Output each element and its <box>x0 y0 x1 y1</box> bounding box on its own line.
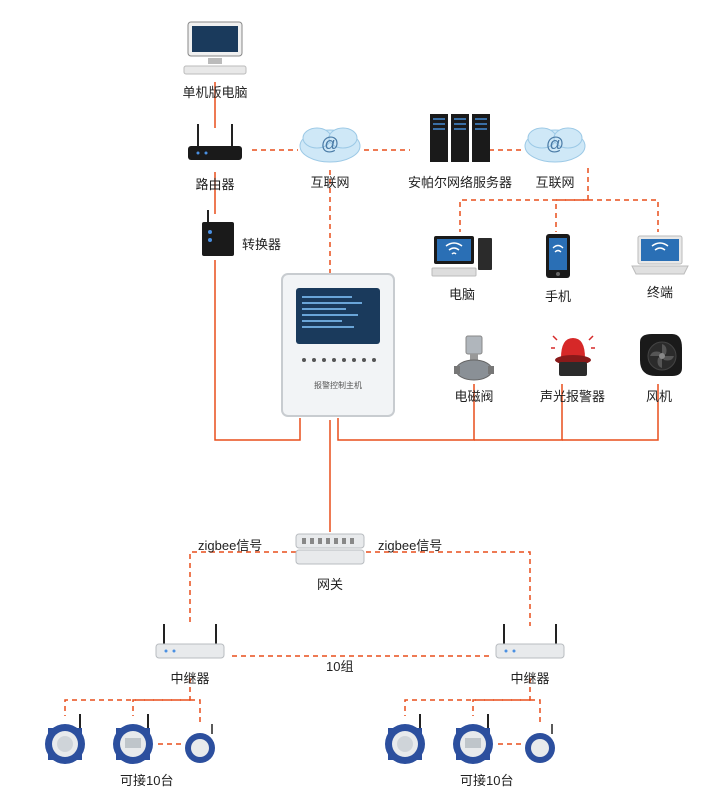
phone-icon <box>540 230 576 282</box>
router: 路由器 <box>180 120 250 193</box>
sensor-r1 <box>380 712 430 768</box>
valve-icon <box>450 330 498 382</box>
monitor-icon <box>180 18 250 78</box>
sensor-icon <box>448 712 498 768</box>
valve-label: 电磁阀 <box>454 386 493 405</box>
repeater-left-label: 中继器 <box>170 668 209 687</box>
internet-1: @ 互联网 <box>295 120 365 191</box>
alarm-label: 声光报警器 <box>540 386 605 405</box>
alarm-icon <box>549 330 597 382</box>
cloud-icon: @ <box>520 120 590 168</box>
svg-text:报警控制主机: 报警控制主机 <box>314 380 362 390</box>
internet-2: @ 互联网 <box>520 120 590 191</box>
converter: 转换器 <box>198 208 238 260</box>
sensor-l1 <box>40 712 90 768</box>
server-icon <box>424 108 496 168</box>
sensor-r2 <box>448 712 498 768</box>
sensor-r3 <box>520 722 560 766</box>
svg-text:@: @ <box>321 134 339 154</box>
sensor-small-icon <box>180 722 220 766</box>
fan-icon <box>632 330 686 382</box>
sensor-icon <box>380 712 430 768</box>
repeater-left: 中继器 <box>150 620 230 687</box>
phone-label: 手机 <box>545 286 571 305</box>
sensor-small-icon <box>520 722 560 766</box>
server: 安帕尔网络服务器 <box>408 108 512 191</box>
fan: 风机 <box>632 330 686 405</box>
router-icon <box>180 120 250 170</box>
internet-1-label: 互联网 <box>310 172 349 191</box>
gateway: 网关 <box>290 530 370 593</box>
zigbee-right-label: zigbee信号 <box>378 535 442 554</box>
server-label: 安帕尔网络服务器 <box>408 172 512 191</box>
cloud-icon: @ <box>295 120 365 168</box>
repeater-icon <box>490 620 570 664</box>
pc-standalone: 单机版电脑 <box>180 18 250 101</box>
capacity-left-label: 可接10台 <box>120 770 173 789</box>
sensor-l2 <box>108 712 158 768</box>
capacity-right-label: 可接10台 <box>460 770 513 789</box>
converter-label: 转换器 <box>242 234 281 253</box>
internet-2-label: 互联网 <box>535 172 574 191</box>
phone: 手机 <box>540 230 576 305</box>
sensor-l3 <box>180 722 220 766</box>
router-label: 路由器 <box>195 174 234 193</box>
svg-text:@: @ <box>546 134 564 154</box>
sensor-icon <box>108 712 158 768</box>
repeater-right: 中继器 <box>490 620 570 687</box>
converter-icon <box>198 208 238 260</box>
pc-label: 电脑 <box>449 284 475 303</box>
terminal-label: 终端 <box>647 282 673 301</box>
groups-label: 10组 <box>326 656 353 675</box>
valve: 电磁阀 <box>450 330 498 405</box>
pc-icon <box>430 230 494 280</box>
zigbee-left-label: zigbee信号 <box>198 535 262 554</box>
fan-label: 风机 <box>646 386 672 405</box>
sensor-icon <box>40 712 90 768</box>
alarm: 声光报警器 <box>540 330 605 405</box>
pc-standalone-label: 单机版电脑 <box>182 82 247 101</box>
terminal: 终端 <box>628 230 692 301</box>
gateway-icon <box>290 530 370 570</box>
repeater-icon <box>150 620 230 664</box>
controller-icon: 报警控制主机 <box>278 270 398 420</box>
laptop-icon <box>628 230 692 278</box>
gateway-label: 网关 <box>317 574 343 593</box>
repeater-right-label: 中继器 <box>510 668 549 687</box>
pc: 电脑 <box>430 230 494 303</box>
controller: 报警控制主机 <box>278 270 398 420</box>
